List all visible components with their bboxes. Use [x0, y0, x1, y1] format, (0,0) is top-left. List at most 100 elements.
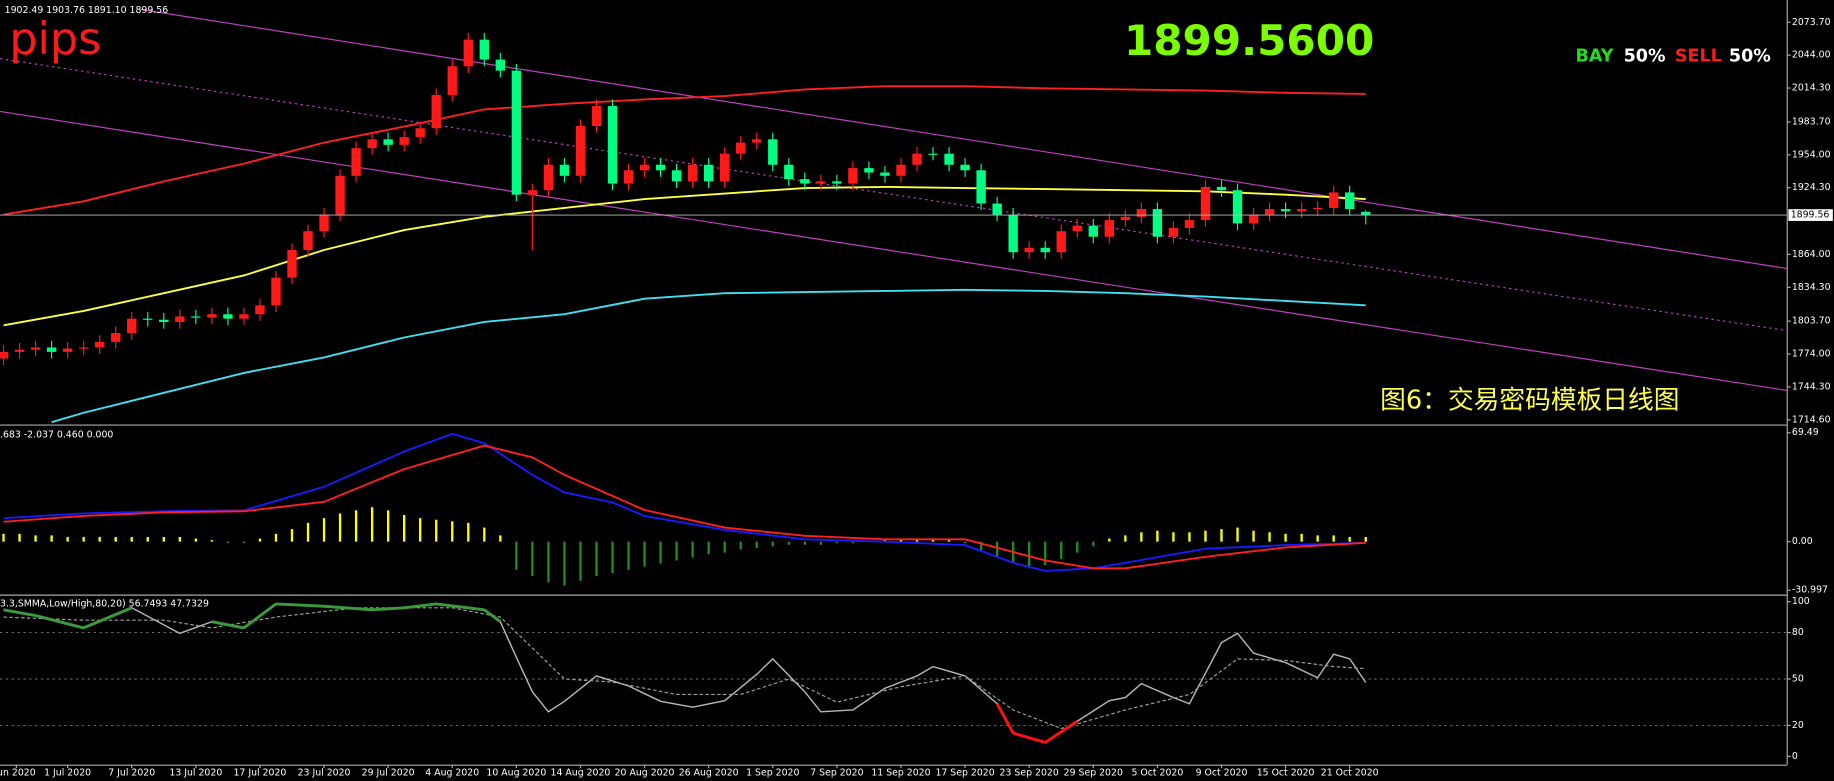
- x-tick-label: 23 Jul 2020: [298, 767, 351, 778]
- price-tag-label: 1899.56: [1791, 210, 1830, 221]
- candle-body: [30, 347, 41, 350]
- x-tick-label: 7 Sep 2020: [810, 767, 863, 778]
- y-tick-label: 0.00: [1792, 536, 1813, 547]
- macd-legend: .683 -2.037 0.460 0.000: [0, 430, 113, 441]
- candle-body: [1040, 247, 1050, 253]
- candle-body: [928, 153, 938, 155]
- y-tick-label: 1983.70: [1792, 116, 1831, 127]
- plot-layer: 2073.70 2044.00 2014.30 1983.70 1954.00 1924.…: [0, 17, 1833, 778]
- y-tick-label: 1774.00: [1792, 349, 1831, 360]
- candle-body: [880, 172, 890, 176]
- candle-body: [191, 316, 201, 318]
- candle-body: [720, 153, 730, 182]
- y-tick-label: 69.49: [1792, 427, 1819, 438]
- indicator-line: [3, 444, 1366, 570]
- candle-body: [655, 164, 666, 171]
- panel: 100 80 50 20 0 un 2020 1 Jul 2020 7 Jul 2020 13 …: [0, 596, 1810, 778]
- candle-body: [175, 316, 185, 322]
- candle-body: [992, 203, 1002, 215]
- candle-body: [800, 179, 810, 184]
- y-tick-label: 100: [1792, 596, 1810, 607]
- indicator-line: [3, 85, 1366, 216]
- zone-segment: [1044, 720, 1079, 744]
- candle-body: [1329, 192, 1339, 208]
- candle-body: [944, 153, 954, 165]
- candle-body: [1184, 220, 1195, 228]
- candle-body: [1088, 225, 1098, 237]
- x-tick-label: 29 Jul 2020: [362, 767, 415, 778]
- candle-body: [752, 139, 762, 143]
- y-tick-label: -30.997: [1792, 585, 1828, 596]
- candle-body: [111, 333, 121, 342]
- panel: 69.49 0.00 -30.997: [2, 427, 1828, 596]
- candle-body: [768, 139, 778, 165]
- candle-body: [78, 347, 89, 349]
- candle-body: [319, 214, 329, 232]
- candle-body: [527, 190, 538, 195]
- sell-percent: 50%: [1729, 46, 1771, 66]
- candle-body: [223, 314, 233, 319]
- x-tick-label: 10 Aug 2020: [486, 767, 546, 778]
- candle-body: [1248, 214, 1259, 224]
- candle-body: [1361, 211, 1371, 216]
- caption: 图6：交易密码模板日线图: [1380, 386, 1679, 416]
- y-tick-label: 20: [1792, 720, 1804, 731]
- candle-body: [736, 142, 746, 154]
- y-tick-label: 1834.30: [1792, 282, 1831, 293]
- candle-body: [511, 70, 522, 195]
- candle-body: [463, 39, 473, 67]
- candle-body: [1232, 190, 1243, 224]
- zone-segment: [35, 614, 85, 630]
- candle-body: [255, 305, 265, 315]
- indicator-line: [3, 185, 1366, 327]
- y-tick-label: 1803.70: [1792, 316, 1831, 327]
- candle-body: [383, 139, 393, 145]
- candle-body: [46, 347, 57, 352]
- trend-channel: [0, 8, 1788, 392]
- candle-body: [1008, 214, 1018, 253]
- y-tick-label: 80: [1792, 627, 1804, 638]
- candle-body: [159, 319, 169, 322]
- y-tick-label: 1924.30: [1792, 182, 1831, 193]
- zone-segment: [243, 602, 277, 630]
- candle-body: [14, 349, 25, 352]
- zone-segment: [436, 602, 485, 612]
- candle-body: [431, 94, 441, 129]
- candle-body: [1345, 192, 1355, 210]
- candle-body: [1152, 209, 1163, 237]
- candle-body: [816, 181, 826, 184]
- x-tick-label: 15 Oct 2020: [1257, 767, 1315, 778]
- candle-body: [1024, 247, 1034, 253]
- candle-body: [671, 170, 682, 182]
- y-tick-label: 1864.00: [1792, 249, 1831, 260]
- y-tick-label: 0: [1792, 751, 1798, 762]
- candle-body: [303, 231, 313, 251]
- candle-body: [127, 318, 137, 334]
- candle-body: [415, 128, 425, 138]
- zone-segment: [1012, 731, 1046, 744]
- stochastic-legend: 3.3,SMMA,Low/High,80,20) 56.7493 47.7329: [0, 598, 209, 609]
- candle-body: [976, 170, 986, 204]
- candle-body: [896, 164, 906, 176]
- x-tick-label: 23 Sep 2020: [1000, 767, 1059, 778]
- candle-body: [1120, 216, 1131, 221]
- y-tick-label: 1714.60: [1792, 414, 1831, 425]
- candle-body: [287, 250, 297, 278]
- indicator-line: [51, 288, 1366, 424]
- y-tick-label: 1954.00: [1792, 149, 1831, 160]
- candle-body: [1168, 227, 1179, 237]
- y-tick-label: 1744.30: [1792, 381, 1831, 392]
- indicator-line: [3, 607, 1366, 730]
- candle-body: [591, 106, 602, 127]
- candle-body: [912, 153, 922, 165]
- x-tick-label: 29 Sep 2020: [1064, 767, 1123, 778]
- candle-body: [687, 164, 698, 182]
- bay-percent: 50%: [1624, 46, 1666, 66]
- zone-segment: [3, 608, 36, 617]
- candle-body: [1136, 209, 1147, 217]
- zone-segment: [483, 608, 502, 623]
- candle-body: [543, 164, 554, 191]
